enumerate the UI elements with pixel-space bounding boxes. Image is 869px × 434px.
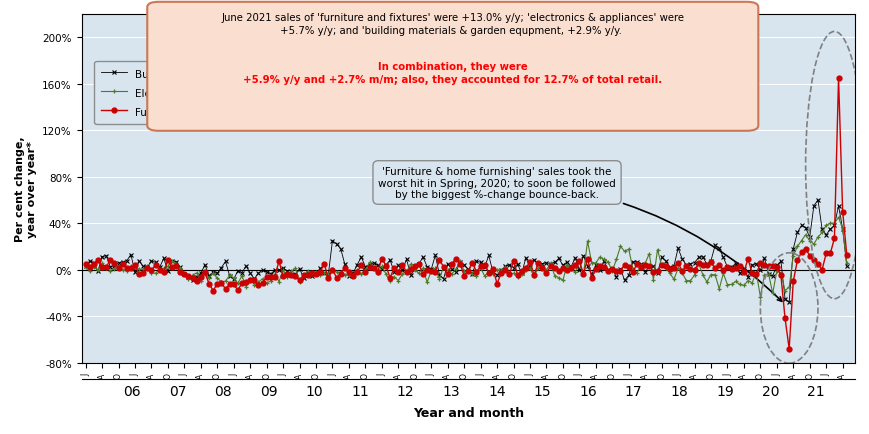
Electronics & Appliances [442, 268, 453, 273]
Electronics & Appliances [660, 266, 670, 271]
Text: 'Furniture & home furnishing' sales took the
worst hit in Spring, 2020; to soon : 'Furniture & home furnishing' sales took… [378, 167, 781, 302]
FancyBboxPatch shape [147, 3, 758, 132]
Furniture and home furnishings [833, 76, 843, 81]
Furniture and home furnishings [840, 252, 851, 257]
Building materials and garden equipment [442, 261, 453, 266]
Building materials and garden equipment [80, 264, 90, 270]
Line: Electronics & Appliances: Electronics & Appliances [83, 215, 848, 299]
Text: In combination, they were
+5.9% y/y and +2.7% m/m; also, they accounted for 12.7: In combination, they were +5.9% y/y and … [243, 62, 661, 85]
Legend: Building materials and garden equipment, Electronics & Appliances, Furniture and: Building materials and garden equipment,… [95, 62, 359, 125]
Line: Furniture and home furnishings: Furniture and home furnishings [83, 76, 848, 351]
Furniture and home furnishings [80, 262, 90, 267]
Electronics & Appliances [783, 285, 793, 290]
Electronics & Appliances [833, 215, 843, 220]
Building materials and garden equipment [660, 259, 670, 264]
X-axis label: Year and month: Year and month [412, 406, 523, 419]
Y-axis label: Per cent change,
year over year*: Per cent change, year over year* [15, 136, 36, 242]
Building materials and garden equipment [196, 271, 206, 276]
Building materials and garden equipment [779, 296, 789, 302]
Electronics & Appliances [840, 261, 851, 266]
Building materials and garden equipment [553, 256, 563, 261]
Line: Building materials and garden equipment: Building materials and garden equipment [83, 198, 848, 305]
Electronics & Appliances [520, 268, 530, 273]
Furniture and home furnishings [783, 346, 793, 352]
Building materials and garden equipment [783, 300, 793, 305]
Building materials and garden equipment [520, 256, 530, 261]
Electronics & Appliances [80, 265, 90, 270]
Furniture and home furnishings [442, 272, 453, 277]
Building materials and garden equipment [812, 198, 822, 203]
Furniture and home furnishings [553, 269, 563, 274]
Furniture and home furnishings [520, 266, 530, 271]
Electronics & Appliances [754, 294, 765, 299]
Electronics & Appliances [553, 276, 563, 281]
Electronics & Appliances [196, 279, 206, 284]
Furniture and home furnishings [196, 275, 206, 280]
Building materials and garden equipment [840, 264, 851, 269]
Furniture and home furnishings [660, 263, 670, 269]
Text: June 2021 sales of 'furniture and fixtures' were +13.0% y/y; 'electronics & appl: June 2021 sales of 'furniture and fixtur… [221, 13, 684, 36]
Furniture and home furnishings [779, 316, 789, 321]
